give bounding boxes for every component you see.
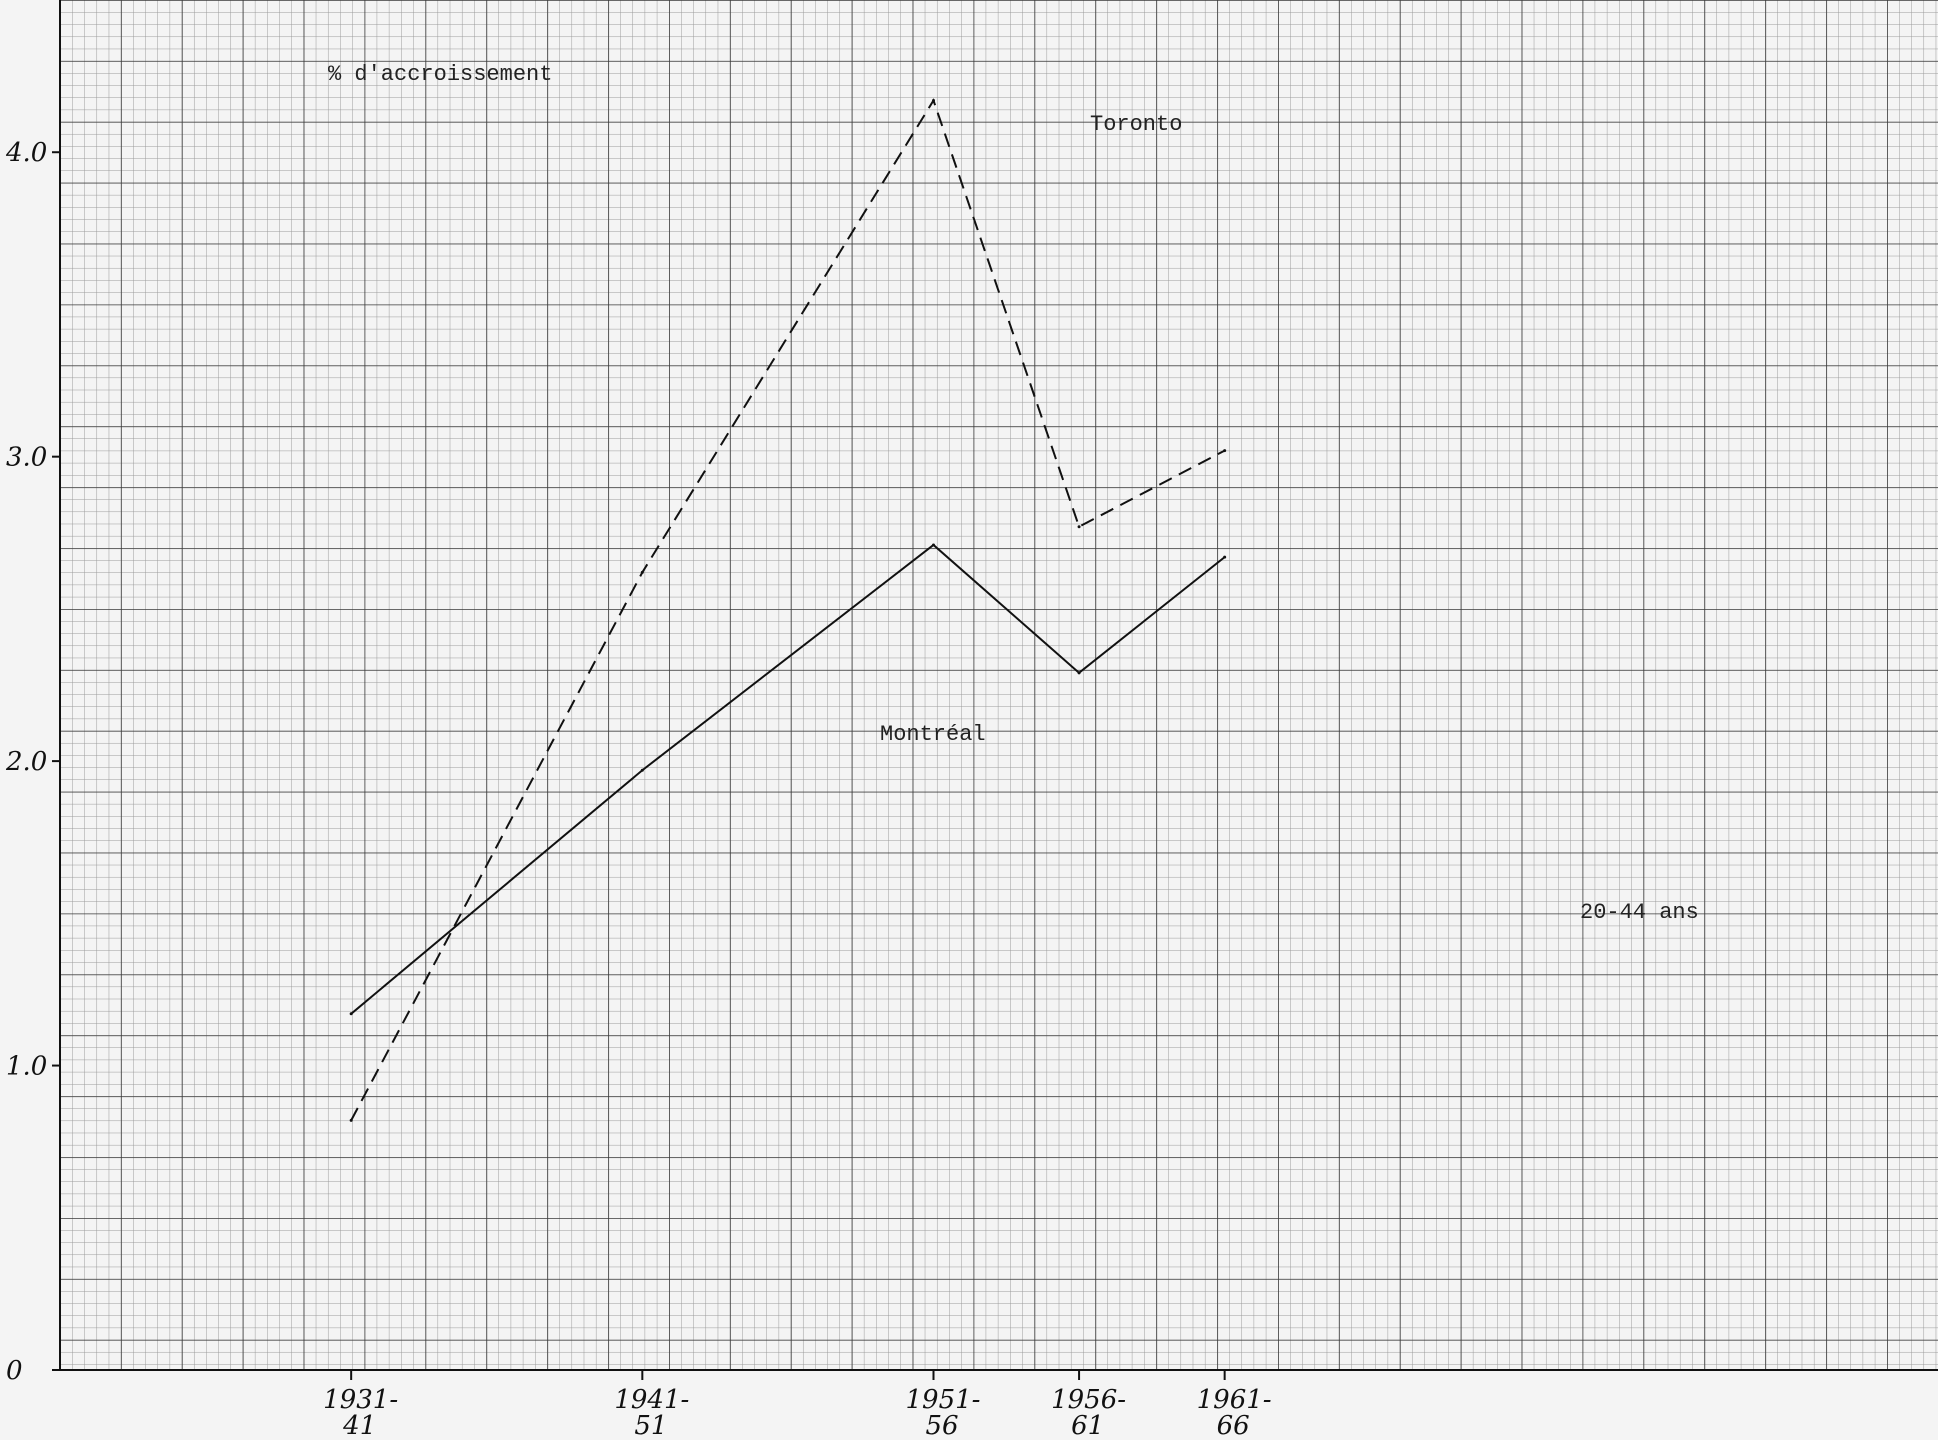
x-tick-label-top: 1951-: [905, 1385, 980, 1415]
age-group-annotation: 20-44 ans: [1580, 900, 1699, 925]
y-ticks: 0 1.0 2.0 3.0 4.0: [5, 138, 60, 1386]
x-tick-label-bottom: 61: [1071, 1411, 1104, 1440]
data-point: [349, 1012, 353, 1016]
series-lines: [349, 98, 1227, 1122]
x-tick-label-top: 1931-: [323, 1385, 398, 1415]
x-ticks: 1931-41 1941-51 1951-56 1956-61 1961-66: [323, 1370, 1272, 1440]
series-label-toronto: Toronto: [1090, 112, 1182, 137]
data-point: [1223, 555, 1227, 559]
y-tick-label: 0: [6, 1356, 23, 1386]
data-point: [931, 98, 935, 102]
x-tick-label-top: 1941-: [614, 1385, 689, 1415]
data-point: [1223, 449, 1227, 453]
x-tick-label-bottom: 41: [342, 1411, 376, 1440]
grid: [60, 0, 1938, 1370]
x-tick-label-top: 1961-: [1197, 1385, 1272, 1415]
major-grid: [60, 0, 1938, 1370]
y-tick-label: 4.0: [5, 138, 47, 168]
data-point: [640, 768, 644, 772]
x-tick-label-bottom: 66: [1217, 1411, 1250, 1440]
data-point: [349, 1118, 353, 1122]
y-axis-label: % d'accroissement: [328, 62, 552, 87]
series-label-montreal: Montréal: [880, 722, 986, 747]
x-tick-label-top: 1956-: [1051, 1385, 1126, 1415]
data-point: [1077, 525, 1081, 529]
y-tick-label: 3.0: [6, 443, 47, 473]
x-tick-label-bottom: 51: [634, 1411, 667, 1440]
x-tick-label-bottom: 56: [925, 1411, 958, 1440]
y-tick-label: 2.0: [5, 747, 47, 777]
data-point: [931, 543, 935, 547]
data-point: [640, 570, 644, 574]
y-tick-label: 1.0: [6, 1052, 47, 1082]
data-point: [1077, 671, 1081, 675]
